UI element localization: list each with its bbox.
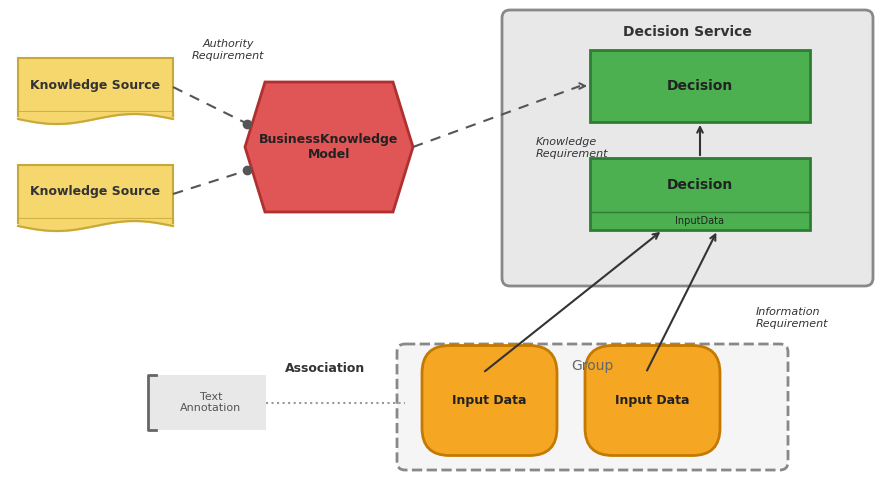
FancyBboxPatch shape — [422, 345, 557, 456]
FancyBboxPatch shape — [585, 345, 720, 456]
Text: Knowledge Source: Knowledge Source — [30, 79, 161, 92]
Polygon shape — [245, 82, 413, 212]
FancyBboxPatch shape — [590, 50, 810, 122]
Text: BusinessKnowledge
Model: BusinessKnowledge Model — [260, 133, 398, 161]
FancyBboxPatch shape — [18, 58, 173, 112]
FancyBboxPatch shape — [502, 10, 873, 286]
FancyBboxPatch shape — [18, 165, 173, 219]
Text: Information
Requirement: Information Requirement — [756, 307, 829, 329]
FancyBboxPatch shape — [397, 344, 788, 470]
Text: Group: Group — [572, 359, 613, 373]
Text: InputData: InputData — [676, 216, 725, 226]
FancyBboxPatch shape — [590, 158, 810, 230]
Text: Authority
Requirement: Authority Requirement — [192, 39, 264, 61]
FancyBboxPatch shape — [148, 375, 266, 430]
Text: Decision Service: Decision Service — [623, 25, 752, 39]
Text: Association: Association — [284, 362, 365, 374]
Text: Input Data: Input Data — [453, 394, 527, 407]
Text: Input Data: Input Data — [615, 394, 690, 407]
Text: Text
Annotation: Text Annotation — [180, 392, 242, 413]
Text: Knowledge
Requirement: Knowledge Requirement — [536, 137, 608, 159]
Text: Decision: Decision — [667, 79, 733, 93]
Text: Knowledge Source: Knowledge Source — [30, 185, 161, 198]
Text: Decision: Decision — [667, 178, 733, 192]
